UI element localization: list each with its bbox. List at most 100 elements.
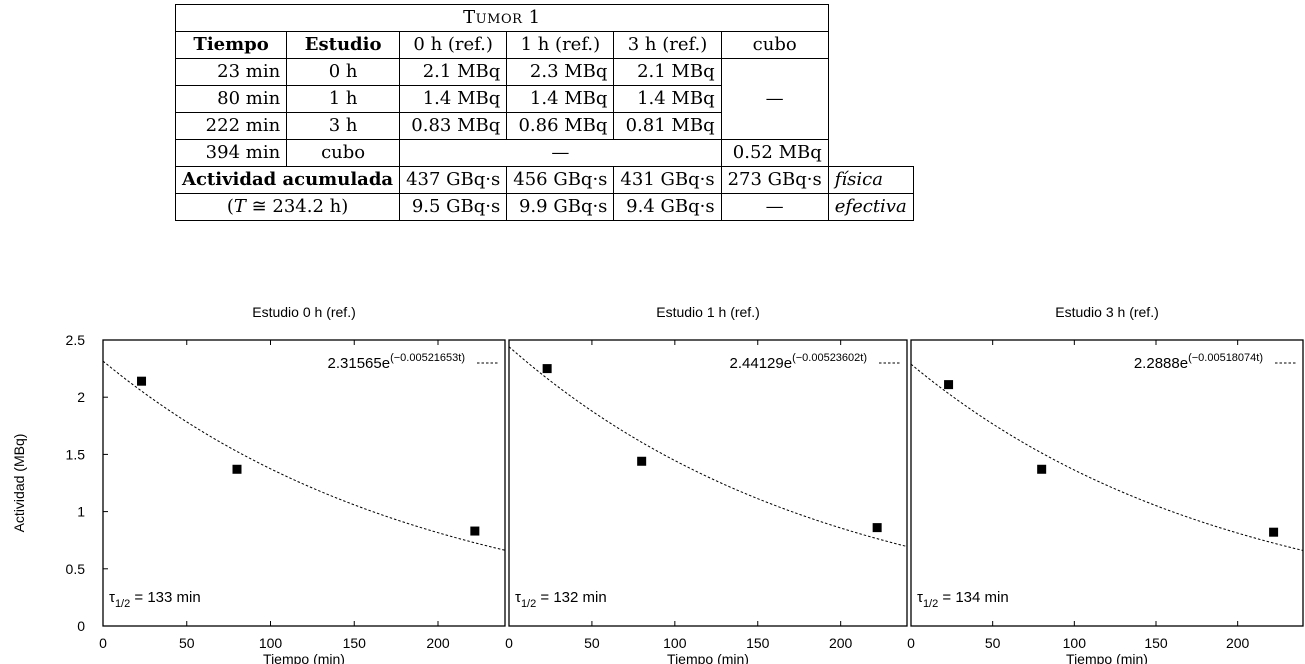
header-estudio: Estudio (286, 31, 401, 59)
data-point (137, 376, 147, 386)
cell-value: 1.4 MBq (613, 85, 722, 113)
plot-panel: Estudio 0 h (ref.) 0 50 100 150 200 Tiempo (mi… (11, 304, 506, 664)
cell-value: 1.4 MBq (399, 85, 508, 113)
plot-title: Estudio 0 h (ref.) (252, 304, 356, 320)
cell-value: 0.81 MBq (613, 112, 722, 140)
fit-curve (103, 360, 505, 551)
cell-estudio: 3 h (286, 112, 401, 140)
plot-frame (910, 339, 1304, 627)
half-life-label: τ1/2 = 132 min (515, 589, 607, 610)
x-tick-label: 200 (829, 635, 853, 651)
label-efectiva: efectiva (827, 193, 914, 221)
header-tiempo: Tiempo (174, 31, 288, 59)
plot-panel: Estudio 3 h (ref.) 0 50 100 150 200 Tiempo (mi… (907, 304, 1304, 664)
plot-title: Estudio 3 h (ref.) (1055, 304, 1159, 320)
cell-value: 273 GBq·s (720, 166, 829, 194)
x-tick-label: 150 (746, 635, 770, 651)
x-tick-label: 100 (663, 635, 687, 651)
label-fisica: física (827, 166, 914, 194)
x-tick-label: 150 (1144, 635, 1168, 651)
table-row-cubo: 394 min cubo — 0.52 MBq (174, 139, 914, 167)
x-tick-label: 0 (99, 635, 107, 651)
y-tick-label: 0.5 (66, 561, 86, 577)
x-tick-label: 50 (985, 635, 1001, 651)
cell-tiempo: 23 min (174, 58, 288, 86)
cell-estudio: cubo (286, 139, 401, 167)
fit-legend: 2.2888e(−0.00518074t) (1134, 352, 1263, 372)
plot-panel: Estudio 1 h (ref.) 0 50 100 150 200 Tiempo (mi… (505, 304, 908, 664)
cell-period-label: (T ≅ 234.2 h) (174, 193, 401, 221)
cell-value: 437 GBq·s (399, 166, 508, 194)
fit-legend: 2.44129e(−0.00523602t) (730, 352, 868, 372)
table-row: 23 min 0 h 2.1 MBq 2.3 MBq 2.1 MBq — (174, 58, 914, 140)
x-tick-label: 150 (343, 635, 367, 651)
x-tick-label: 200 (1226, 635, 1250, 651)
half-life-label: τ1/2 = 134 min (917, 589, 1009, 610)
header-0h: 0 h (ref.) (399, 31, 508, 59)
table-title: Tumor 1 (175, 4, 829, 32)
cell-value: 2.1 MBq (399, 58, 508, 86)
y-tick-label: 1.5 (66, 446, 86, 462)
header-1h: 1 h (ref.) (506, 31, 615, 59)
y-tick-label: 2.5 (66, 332, 86, 348)
table-row-fisica: Actividad acumulada 437 GBq·s 456 GBq·s … (174, 166, 914, 194)
x-tick-label: 0 (505, 635, 513, 651)
cell-estudio: 1 h (286, 85, 401, 113)
data-point (1269, 527, 1279, 537)
x-axis-label: Tiempo (min) (667, 651, 749, 664)
cell-cubo-value: 0.52 MBq (720, 139, 829, 167)
header-cubo: cubo (720, 31, 829, 59)
table-row-efectiva: (T ≅ 234.2 h) 9.5 GBq·s 9.9 GBq·s 9.4 GB… (174, 193, 914, 221)
half-life-label: τ1/2 = 133 min (109, 589, 201, 610)
cell-value: 2.3 MBq (506, 58, 615, 86)
table-header-row: Tiempo Estudio 0 h (ref.) 1 h (ref.) 3 h… (174, 31, 914, 59)
cell-value: 456 GBq·s (506, 166, 615, 194)
fit-curve (911, 363, 1303, 551)
data-point (1037, 464, 1047, 474)
cell-estudio: 0 h (286, 58, 401, 86)
cell-acum-label: Actividad acumulada (174, 166, 401, 194)
header-3h: 3 h (ref.) (613, 31, 722, 59)
cell-value: — (720, 193, 829, 221)
table-row: 222 min 3 h 0.83 MBq 0.86 MBq 0.81 MBq (174, 112, 914, 140)
x-tick-label: 200 (426, 635, 450, 651)
data-point (232, 464, 242, 474)
x-tick-label: 0 (907, 635, 915, 651)
data-point (637, 456, 647, 466)
cell-value: 9.4 GBq·s (613, 193, 722, 221)
cell-dash: — (399, 139, 722, 167)
x-tick-label: 100 (259, 635, 283, 651)
fit-curve (509, 346, 907, 547)
data-point (872, 523, 882, 533)
cell-cubo-dash: — (720, 58, 829, 140)
y-tick-label: 2 (77, 389, 85, 405)
cell-tiempo: 394 min (174, 139, 288, 167)
cell-value: 9.9 GBq·s (506, 193, 615, 221)
x-tick-label: 100 (1063, 635, 1087, 651)
cell-tiempo: 222 min (174, 112, 288, 140)
results-table: Tumor 1 Tiempo Estudio 0 h (ref.) 1 h (r… (174, 4, 914, 221)
fit-legend: 2.31565e(−0.00521653t) (328, 352, 466, 372)
table-row: 80 min 1 h 1.4 MBq 1.4 MBq 1.4 MBq (174, 85, 914, 113)
cell-tiempo: 80 min (174, 85, 288, 113)
plot-frame (508, 339, 908, 627)
cell-value: 1.4 MBq (506, 85, 615, 113)
x-tick-label: 50 (179, 635, 195, 651)
y-axis-label: Actividad (MBq) (11, 434, 27, 533)
plot-frame (102, 339, 506, 627)
cell-value: 0.83 MBq (399, 112, 508, 140)
x-axis-label: Tiempo (min) (1066, 651, 1148, 664)
cell-value: 9.5 GBq·s (399, 193, 508, 221)
data-point (542, 364, 552, 374)
table-title-row: Tumor 1 (175, 4, 914, 32)
cell-value: 0.86 MBq (506, 112, 615, 140)
cell-value: 431 GBq·s (613, 166, 722, 194)
y-tick-label: 0 (77, 618, 85, 634)
data-point (944, 380, 954, 390)
plot-title: Estudio 1 h (ref.) (656, 304, 760, 320)
y-tick-label: 1 (77, 504, 85, 520)
x-tick-label: 50 (584, 635, 600, 651)
data-point (470, 526, 480, 536)
x-axis-label: Tiempo (min) (263, 651, 345, 664)
